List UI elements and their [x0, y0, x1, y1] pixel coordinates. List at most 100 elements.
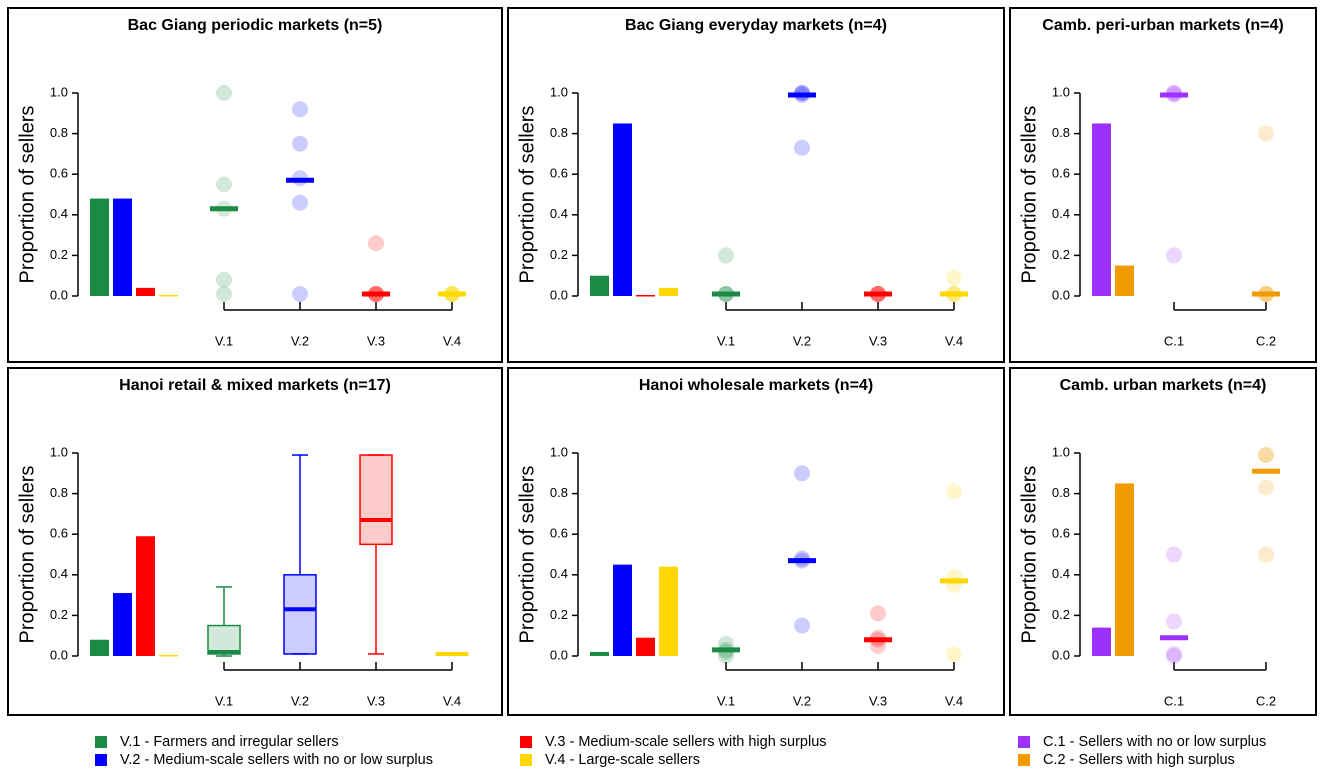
- x-tick-label: V.2: [291, 333, 309, 348]
- y-tick-label: 0.2: [550, 607, 568, 622]
- bar: [590, 651, 609, 656]
- panel-title: Bac Giang everyday markets (n=4): [625, 17, 887, 34]
- y-tick-label: 0.2: [50, 607, 68, 622]
- y-tick-label: 0.8: [50, 485, 68, 500]
- point: [946, 269, 962, 286]
- panel: Hanoi retail & mixed markets (n=17) Propo…: [7, 367, 503, 716]
- x-tick-label: V.4: [945, 333, 963, 348]
- point: [870, 605, 886, 622]
- point: [1258, 479, 1274, 496]
- y-tick-label: 0.0: [1052, 647, 1070, 662]
- panel: Bac Giang everyday markets (n=4) Proporti…: [507, 7, 1005, 363]
- x-tick-label: C.1: [1164, 333, 1184, 348]
- panel-title: Hanoi retail & mixed markets (n=17): [119, 377, 391, 394]
- y-tick-label: 0.8: [550, 485, 568, 500]
- bar: [159, 294, 178, 297]
- bar: [1115, 483, 1134, 656]
- x-tick-label: V.3: [367, 693, 385, 708]
- bar: [613, 564, 632, 656]
- x-tick-label: V.2: [291, 693, 309, 708]
- bar: [113, 593, 132, 656]
- y-tick-label: 0.8: [550, 125, 568, 140]
- legend-label: V.4 - Large-scale sellers: [545, 752, 700, 768]
- point: [1166, 645, 1182, 662]
- x-tick-label: C.2: [1256, 693, 1276, 708]
- legend-swatch: [95, 754, 107, 766]
- y-tick-label: 0.2: [1052, 607, 1070, 622]
- point: [216, 85, 232, 101]
- y-tick-label: 0.4: [550, 206, 568, 221]
- legend-swatch: [1018, 736, 1030, 748]
- bar: [113, 198, 132, 296]
- y-tick-label: 0.4: [1052, 206, 1070, 221]
- x-tick-label: V.1: [717, 333, 735, 348]
- y-tick-label: 0.0: [550, 287, 568, 302]
- bar: [590, 275, 609, 296]
- legend-swatch: [520, 754, 532, 766]
- y-tick-label: 0.2: [550, 247, 568, 262]
- y-tick-label: 0.4: [50, 566, 68, 581]
- x-tick-label: V.2: [793, 693, 811, 708]
- y-tick-label: 0.6: [1052, 166, 1070, 181]
- legend-label: V.3 - Medium-scale sellers with high sur…: [545, 734, 827, 750]
- panel-title: Bac Giang periodic markets (n=5): [128, 17, 383, 34]
- box: [207, 624, 241, 655]
- y-axis-label: Proportion of sellers: [1018, 466, 1040, 644]
- point: [216, 176, 232, 193]
- x-tick-label: V.4: [443, 333, 461, 348]
- y-tick-label: 1.0: [550, 444, 568, 459]
- legend-swatch: [95, 736, 107, 748]
- point: [946, 645, 962, 662]
- legend-label: C.2 - Sellers with high surplus: [1043, 752, 1235, 768]
- y-tick-label: 0.6: [1052, 526, 1070, 541]
- x-tick-label: V.4: [945, 693, 963, 708]
- point: [216, 271, 232, 288]
- bar: [636, 294, 655, 297]
- y-tick-label: 0.8: [50, 125, 68, 140]
- point: [794, 139, 810, 156]
- point: [1258, 447, 1274, 464]
- legend-swatch: [1018, 754, 1030, 766]
- bar: [659, 287, 678, 296]
- x-tick-label: V.3: [869, 333, 887, 348]
- point: [794, 617, 810, 634]
- panel-title: Camb. peri-urban markets (n=4): [1042, 17, 1283, 34]
- point: [1166, 247, 1182, 264]
- y-tick-label: 0.4: [1052, 566, 1070, 581]
- panel-border: [507, 7, 1005, 363]
- y-tick-label: 0.4: [550, 566, 568, 581]
- y-tick-label: 0.6: [50, 526, 68, 541]
- y-tick-label: 0.2: [50, 247, 68, 262]
- point: [292, 101, 308, 118]
- panel-border: [1009, 7, 1317, 363]
- bar: [1092, 627, 1111, 656]
- y-axis-label: Proportion of sellers: [16, 466, 38, 644]
- bar: [159, 654, 178, 657]
- x-tick-label: C.1: [1164, 693, 1184, 708]
- box: [283, 574, 317, 655]
- x-tick-label: C.2: [1256, 333, 1276, 348]
- point: [216, 285, 232, 302]
- point: [946, 483, 962, 500]
- y-tick-label: 0.0: [50, 647, 68, 662]
- point: [1166, 648, 1182, 664]
- panel-border: [507, 367, 1005, 716]
- y-axis-label: Proportion of sellers: [16, 106, 38, 284]
- y-tick-label: 0.0: [550, 647, 568, 662]
- panel: Hanoi wholesale markets (n=4) Proportion …: [507, 367, 1005, 716]
- point: [718, 247, 734, 264]
- point: [1166, 546, 1182, 563]
- y-axis-label: Proportion of sellers: [516, 466, 538, 644]
- x-tick-label: V.3: [869, 693, 887, 708]
- y-tick-label: 0.8: [1052, 125, 1070, 140]
- y-axis-label: Proportion of sellers: [1018, 106, 1040, 284]
- bar: [659, 566, 678, 656]
- panel-title: Camb. urban markets (n=4): [1060, 377, 1267, 394]
- y-tick-label: 0.6: [550, 166, 568, 181]
- x-tick-label: V.1: [717, 693, 735, 708]
- y-tick-label: 1.0: [1052, 84, 1070, 99]
- y-tick-label: 0.4: [50, 206, 68, 221]
- box: [359, 454, 393, 546]
- bar: [1092, 123, 1111, 296]
